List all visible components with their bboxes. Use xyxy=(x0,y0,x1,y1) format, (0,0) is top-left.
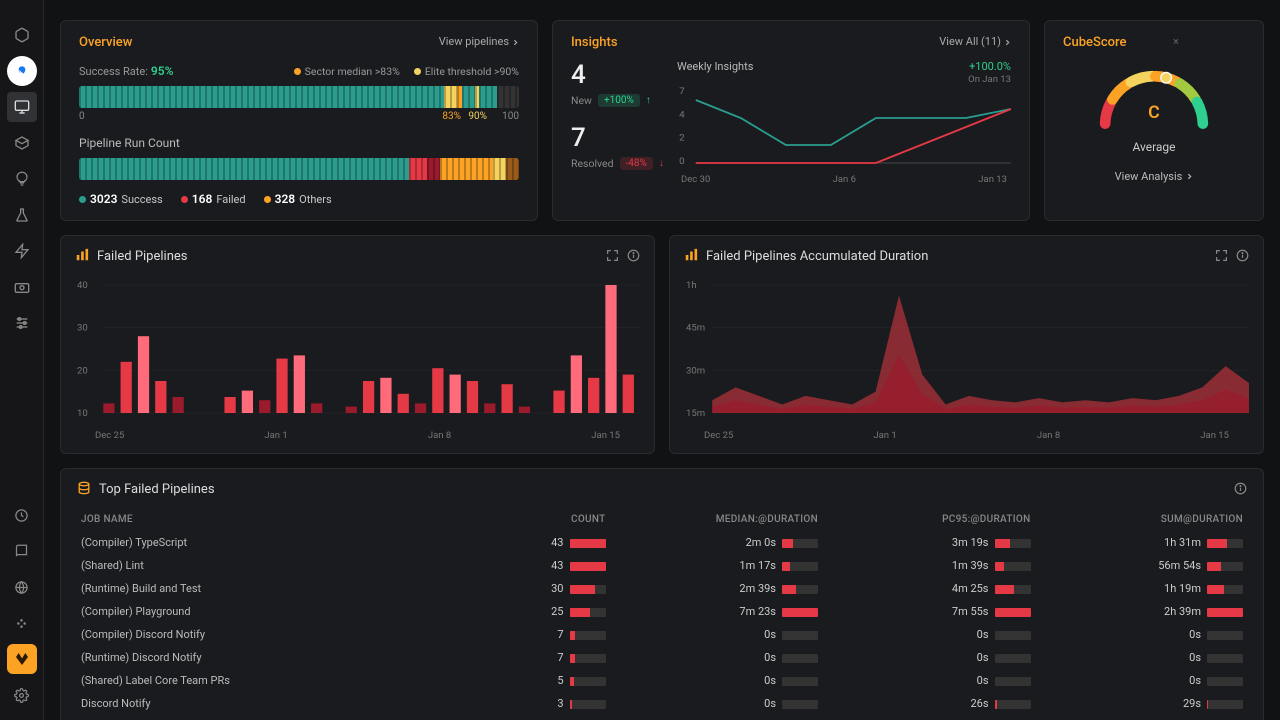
svg-text:45m: 45m xyxy=(686,323,705,334)
info-icon[interactable] xyxy=(627,249,640,265)
insights-resolved: 7 Resolved -48%↓ xyxy=(571,123,661,170)
table-row[interactable]: (Compiler) Playground257m 23s7m 55s2h 39… xyxy=(77,600,1247,623)
run-count-label: Pipeline Run Count xyxy=(79,136,519,150)
sidebar-bolt-icon[interactable] xyxy=(7,236,37,266)
failed-duration-chart: 1h 45m 30m 15m xyxy=(684,275,1249,425)
success-bar xyxy=(79,86,519,108)
table-row[interactable]: (Shared) Label Core Team PRs50s0s0s xyxy=(77,669,1247,692)
expand-icon[interactable] xyxy=(606,249,619,265)
sidebar-flask-icon[interactable] xyxy=(7,200,37,230)
database-icon xyxy=(77,481,91,498)
svg-text:20: 20 xyxy=(77,365,88,376)
svg-text:15m: 15m xyxy=(686,408,705,419)
view-pipelines-link[interactable]: View pipelines xyxy=(439,35,519,48)
svg-text:10: 10 xyxy=(77,408,88,419)
success-ticks: 0 83% 90% 100 xyxy=(79,111,519,122)
top-failed-title: Top Failed Pipelines xyxy=(99,482,215,497)
failed-pipelines-chart: 40 30 20 10 xyxy=(75,275,640,425)
table-row[interactable]: (DevTools) Regression Tests22m 6s2m 52s4… xyxy=(77,715,1247,720)
failed-duration-card: Failed Pipelines Accumulated Duration 1h… xyxy=(669,235,1264,454)
sidebar-slack-icon[interactable] xyxy=(7,608,37,638)
sidebar-bulb-icon[interactable] xyxy=(7,164,37,194)
svg-text:1h: 1h xyxy=(686,280,697,291)
success-rate-label: Success Rate: xyxy=(79,65,148,78)
sidebar xyxy=(0,0,44,720)
top-failed-card: Top Failed Pipelines JOB NAMECOUNTMEDIAN… xyxy=(60,468,1264,720)
run-count-legend: 3023Success 168Failed 328Others xyxy=(79,192,519,206)
cubescore-title: CubeScore xyxy=(1063,35,1245,50)
failed-duration-title: Failed Pipelines Accumulated Duration xyxy=(706,249,928,264)
sidebar-camera-icon[interactable] xyxy=(7,272,37,302)
table-row[interactable]: (Runtime) Build and Test302m 39s4m 25s1h… xyxy=(77,577,1247,600)
svg-text:4: 4 xyxy=(679,110,685,121)
view-analysis-link[interactable]: View Analysis xyxy=(1115,170,1194,183)
svg-text:0: 0 xyxy=(679,156,685,167)
table-row[interactable]: Discord Notify30s26s29s xyxy=(77,692,1247,715)
svg-text:C: C xyxy=(1148,103,1160,123)
view-all-insights-link[interactable]: View All (11) xyxy=(939,35,1011,48)
bars-icon xyxy=(684,248,698,265)
cubescore-gauge: C xyxy=(1079,54,1229,134)
insights-card: Insights View All (11) 4 New +100%↑ 7 Re… xyxy=(552,20,1030,221)
bars-icon xyxy=(75,248,89,265)
sidebar-sliders-icon[interactable] xyxy=(7,308,37,338)
info-icon[interactable] xyxy=(1236,249,1249,265)
svg-text:7: 7 xyxy=(679,86,685,97)
insights-chart: Weekly Insights +100.0% On Jan 13 7420 D… xyxy=(677,60,1011,185)
sidebar-box-icon[interactable] xyxy=(7,128,37,158)
top-failed-table: JOB NAMECOUNTMEDIAN:@DURATIONPC95:@DURAT… xyxy=(77,508,1247,720)
sidebar-gear-icon[interactable] xyxy=(7,680,37,710)
failed-pipelines-card: Failed Pipelines 40302010 Dec 25Jan 1Jan… xyxy=(60,235,655,454)
success-legend: Sector median >83% Elite threshold >90% xyxy=(294,65,519,78)
sidebar-logo-icon[interactable] xyxy=(7,56,37,86)
cubescore-card: CubeScore × C Average View Analysis xyxy=(1044,20,1264,221)
main: Overview View pipelines Success Rate: 95… xyxy=(44,0,1280,720)
success-rate-value: 95% xyxy=(151,64,174,78)
overview-card: Overview View pipelines Success Rate: 95… xyxy=(60,20,538,221)
expand-icon[interactable] xyxy=(1215,249,1228,265)
cubescore-label: Average xyxy=(1132,140,1175,154)
svg-text:30: 30 xyxy=(77,323,88,334)
sidebar-monitor-icon[interactable] xyxy=(7,92,37,122)
cubescore-close-icon[interactable]: × xyxy=(1173,35,1179,48)
table-row[interactable]: (Runtime) Discord Notify70s0s0s xyxy=(77,646,1247,669)
svg-text:40: 40 xyxy=(77,280,88,291)
table-row[interactable]: (Shared) Lint431m 17s1m 39s56m 54s xyxy=(77,554,1247,577)
sidebar-globe-icon[interactable] xyxy=(7,572,37,602)
info-icon[interactable] xyxy=(1234,482,1247,498)
failed-pipelines-title: Failed Pipelines xyxy=(97,249,187,264)
run-count-bar xyxy=(79,158,519,180)
table-row[interactable]: (Compiler) TypeScript432m 0s3m 19s1h 31m xyxy=(77,531,1247,554)
sidebar-book-icon[interactable] xyxy=(7,536,37,566)
svg-text:2: 2 xyxy=(679,133,685,144)
insights-new: 4 New +100%↑ xyxy=(571,60,661,107)
sidebar-clock-icon[interactable] xyxy=(7,500,37,530)
sidebar-cube-icon[interactable] xyxy=(7,20,37,50)
svg-text:30m: 30m xyxy=(686,365,705,376)
sidebar-gitlab-icon[interactable] xyxy=(7,644,37,674)
table-row[interactable]: (Compiler) Discord Notify70s0s0s xyxy=(77,623,1247,646)
